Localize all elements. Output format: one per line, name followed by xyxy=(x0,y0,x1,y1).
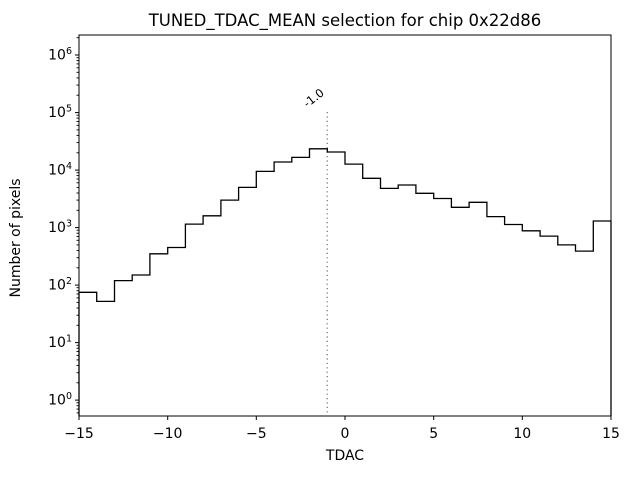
svg-text:100: 100 xyxy=(48,391,72,409)
x-axis-tick-labels: −15 −10 −5 0 5 10 15 xyxy=(64,426,620,442)
svg-text:10: 10 xyxy=(513,426,531,442)
axes-frame xyxy=(78,34,612,417)
svg-text:106: 106 xyxy=(48,46,72,64)
y-axis-label: Number of pixels xyxy=(8,178,24,297)
x-axis-label: TDAC xyxy=(325,448,364,464)
x-axis-ticks xyxy=(78,416,612,420)
svg-text:−15: −15 xyxy=(64,426,94,442)
svg-text:103: 103 xyxy=(48,219,72,237)
svg-text:101: 101 xyxy=(48,334,72,352)
svg-text:104: 104 xyxy=(48,161,72,179)
y-axis-tick-labels: 100 101 102 103 104 105 106 xyxy=(48,46,72,409)
svg-text:15: 15 xyxy=(602,426,620,442)
chart-title: TUNED_TDAC_MEAN selection for chip 0x22d… xyxy=(148,11,542,31)
svg-text:105: 105 xyxy=(48,104,72,122)
histogram-step-line xyxy=(78,148,612,416)
svg-text:5: 5 xyxy=(429,426,438,442)
svg-text:0: 0 xyxy=(341,426,350,442)
svg-text:102: 102 xyxy=(48,276,72,294)
svg-text:−5: −5 xyxy=(246,426,267,442)
y-axis-major-ticks xyxy=(75,54,79,401)
svg-text:−10: −10 xyxy=(153,426,183,442)
